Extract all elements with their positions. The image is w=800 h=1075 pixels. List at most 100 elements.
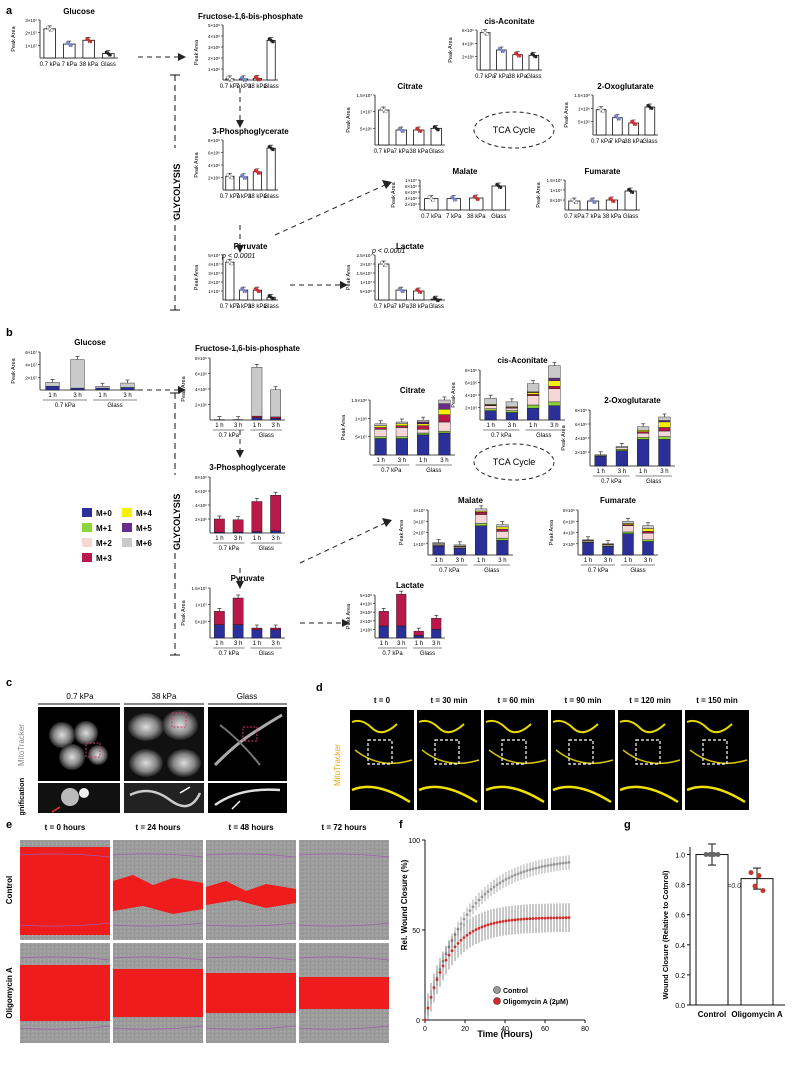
chart-a-oxoglut: 2-Oxoglutarate Peak Area 5×10⁵ 1×10⁶ 1.5×10⁶… [564,82,658,145]
d-time-label: t = 0 [374,696,391,705]
c-col-1: 0.7 kPa [66,692,94,701]
f-point [531,867,535,871]
tca-cycle-label-b: TCA Cycle [493,457,536,467]
chart-b-tick: 8×10⁶ [465,368,477,373]
f-point [561,861,565,865]
stack-segment [642,531,654,534]
stack-segment [374,436,387,439]
chart-a-cat: 0.7 kPa [40,62,61,68]
stack-segment [251,415,263,418]
chart-a-cat: 38 kPa [508,74,527,80]
chart-b-tick: 3×10⁷ [413,519,425,524]
stack-segment [622,533,634,556]
chart-b-ylabel: Peak Area [11,357,17,383]
chart-a-tick: 1×10⁷ [405,178,417,183]
chart-b-group: 0.7 kPa [439,568,460,574]
chart-b-tick: 2×10⁶ [195,517,207,522]
chart-a-tick: 1×10⁷ [25,43,37,48]
stack-segment [438,403,451,410]
chart-a-cat: Glass [101,62,116,68]
chart-b-barlabel: 3 h [660,469,668,475]
chart-a-glucose: Glucose Peak Area 1×10⁷ 2×10⁷ 3×10⁷ 0.7 kPa 7 … [11,7,118,68]
stack-segment [658,430,671,437]
chart-b-group: 0.7 kPa [219,433,240,439]
f-point [507,919,511,922]
stack-segment [270,627,281,630]
chart-b-tick: 6×10⁶ [575,422,587,427]
d-time-label: t = 30 min [430,696,467,705]
chart-b-barlabel: 1 h [477,558,485,564]
chart-a-cat: 38 kPa [79,62,98,68]
chart-b-barlabel: 1 h [98,393,106,399]
legend-label: M+3 [96,554,112,563]
stack-segment [658,439,671,467]
chart-a-cat: 0.7 kPa [475,74,496,80]
chart-a-cat: Glass [491,214,506,220]
stack-segment [475,512,488,515]
f-point [453,945,457,949]
chart-a-title: Pyruvate [234,242,268,251]
stack-segment [496,540,509,556]
stack-segment [214,624,225,639]
f-point [486,890,490,893]
chart-a-tick: 6×10⁶ [208,151,220,156]
g-ytick: 0.0 [675,1003,685,1010]
chart-b-tick: 1×10⁸ [355,416,367,421]
stack-segment [484,405,497,409]
legend-swatch [122,538,132,547]
replicate-point [271,148,275,152]
micrograph-glass [208,707,287,781]
stack-segment [642,532,654,541]
f-point [519,917,523,921]
stack-segment [251,627,263,630]
stack-segment [594,454,607,456]
f-point [525,917,529,921]
stack-segment [431,629,442,639]
stack-segment [658,420,671,423]
g-cat: Control [698,1010,726,1019]
chart-a-cat: 38 kPa [248,194,267,200]
isotopologue-legend: M+0 M+1 M+2 M+3 M+4 M+5 M+6 [82,508,152,563]
f-point [483,892,487,896]
stack-segment [615,447,628,450]
chart-a-ylabel: Peak Area [391,181,397,207]
wound-image-oligomycin [19,943,111,1043]
magnified-38kpa [124,783,204,813]
chart-a-tick: 5×10⁶ [208,23,220,28]
chart-a-cat: 0.7 kPa [374,304,395,310]
f-point [474,928,478,932]
d-time-label: t = 150 min [696,696,738,705]
replicate-point [50,28,54,33]
stack-segment [251,417,263,421]
chart-b-tick: 6×10⁶ [195,372,207,377]
chart-b-tick: 2×10⁶ [465,406,477,411]
chart-b-tick: 6×10⁷ [25,350,37,355]
chart-a-title: Citrate [397,82,423,91]
chart-a-tick: 1×10⁷ [550,188,562,193]
chart-a-cat: 38 kPa [409,149,428,155]
stack-segment [622,531,634,534]
f-point [462,917,466,921]
chart-b-barlabel: 1 h [624,558,632,564]
stack-segment [417,423,430,426]
bar [43,28,57,59]
wound-image-control [205,840,297,940]
replicate-point [89,40,93,44]
f-legend-marker [493,997,501,1005]
chart-b-group: Glass [630,568,645,574]
g-point [703,852,709,858]
chart-b-tick: 2×10⁷ [413,531,425,536]
stack-segment [270,389,281,418]
chart-b-ylabel: Peak Area [181,599,187,625]
chart-b-barlabel: 3 h [498,558,506,564]
chart-b-barlabel: 3 h [271,641,279,647]
panel-g-label: g [624,819,631,831]
stack-segment [475,514,488,524]
f-ytick: 100 [408,838,420,845]
f-legend-marker [493,986,501,994]
timelapse-frame: t = 30 min [417,696,481,810]
chart-b-tick: 5×10⁷ [355,435,367,440]
chart-b-oxoglut: 2-Oxoglutarate Peak Area 2×10⁶ 4×10⁶ 6×10⁶ 8×… [561,396,675,485]
legend-swatch [82,523,92,532]
